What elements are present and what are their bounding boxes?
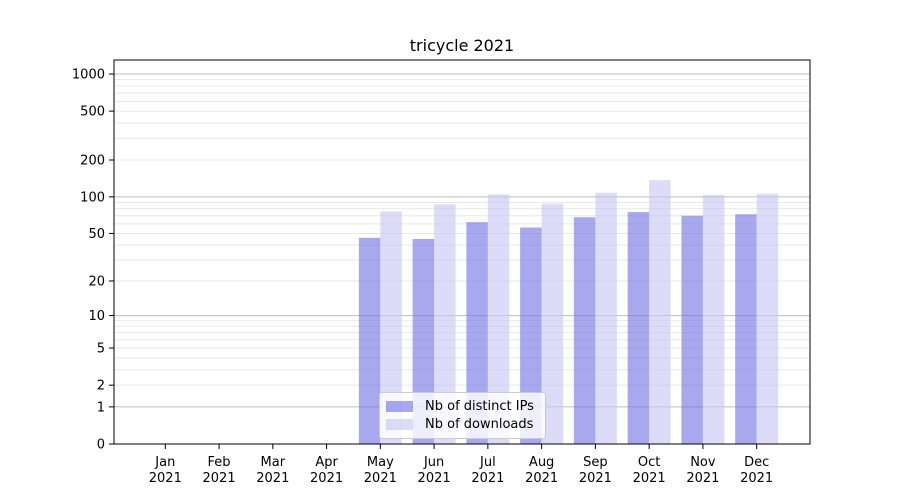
x-tick-label-year: 2021	[256, 471, 289, 486]
x-tick-label-year: 2021	[633, 471, 666, 486]
bar-downloads-aug	[541, 203, 564, 444]
y-tick-label: 2	[97, 379, 105, 394]
x-tick-label-year: 2021	[579, 471, 612, 486]
x-tick-label-month: Jan	[154, 455, 175, 470]
bar-downloads-jul	[487, 194, 510, 444]
bar-distinct-ips-oct	[627, 212, 650, 444]
x-tick-label-month: Jun	[423, 455, 444, 470]
y-tick-label: 1000	[72, 68, 105, 83]
legend-item-downloads: Nb of downloads	[386, 418, 537, 431]
x-tick-label-year: 2021	[471, 471, 504, 486]
legend-swatch-downloads	[386, 418, 413, 430]
bar-downloads-oct	[649, 180, 671, 444]
bar-downloads-jun	[434, 204, 456, 444]
y-tick-label: 20	[88, 274, 105, 289]
x-tick-label-month: Apr	[315, 455, 338, 470]
y-tick-label: 200	[80, 154, 105, 169]
bar-downloads-sep	[595, 192, 617, 444]
x-tick-label-month: Dec	[744, 455, 769, 470]
legend-label-downloads: Nb of downloads	[425, 416, 534, 432]
x-tick-label-month: Nov	[690, 455, 716, 470]
y-tick-label: 0	[97, 438, 105, 453]
y-tick-label: 5	[97, 342, 105, 357]
bar-distinct-ips-nov	[681, 215, 703, 444]
y-tick-label: 1	[97, 400, 105, 415]
x-tick-label-year: 2021	[203, 471, 236, 486]
bar-downloads-may	[380, 211, 402, 444]
bar-downloads-nov	[702, 194, 725, 444]
x-tick-label-year: 2021	[149, 471, 182, 486]
x-tick-label-year: 2021	[525, 471, 558, 486]
x-tick-label-year: 2021	[310, 471, 343, 486]
y-tick-label: 500	[80, 105, 105, 120]
bar-distinct-ips-jul	[466, 222, 488, 444]
x-tick-label-month: Oct	[638, 455, 660, 470]
x-tick-label-month: Jul	[479, 455, 496, 470]
legend-label-distinct-ips: Nb of distinct IPs	[425, 399, 534, 415]
x-tick-label-month: Sep	[583, 455, 608, 470]
y-tick-label: 50	[88, 227, 105, 242]
x-tick-label-year: 2021	[740, 471, 773, 486]
y-tick-label: 100	[80, 190, 105, 205]
x-tick-label-month: Feb	[208, 455, 231, 470]
y-tick-label: 10	[88, 309, 105, 324]
bar-distinct-ips-aug	[520, 227, 542, 444]
x-tick-label-year: 2021	[686, 471, 719, 486]
x-tick-label-month: Aug	[529, 455, 554, 470]
bar-distinct-ips-sep	[573, 217, 596, 444]
plot-border	[113, 59, 811, 445]
x-tick-label-month: Mar	[261, 455, 286, 470]
x-tick-label-year: 2021	[364, 471, 397, 486]
bar-distinct-ips-may	[358, 237, 381, 444]
bar-distinct-ips-dec	[735, 214, 757, 444]
bar-downloads-dec	[756, 193, 779, 444]
x-tick-label-month: May	[367, 455, 394, 470]
legend-swatch-distinct-ips	[386, 401, 413, 413]
legend: Nb of distinct IPs Nb of downloads	[379, 392, 546, 439]
legend-item-distinct-ips: Nb of distinct IPs	[386, 400, 537, 413]
x-tick-label-year: 2021	[418, 471, 451, 486]
chart-title: tricycle 2021	[409, 36, 515, 55]
